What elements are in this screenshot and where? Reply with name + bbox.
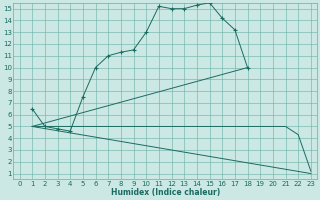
X-axis label: Humidex (Indice chaleur): Humidex (Indice chaleur) xyxy=(111,188,220,197)
